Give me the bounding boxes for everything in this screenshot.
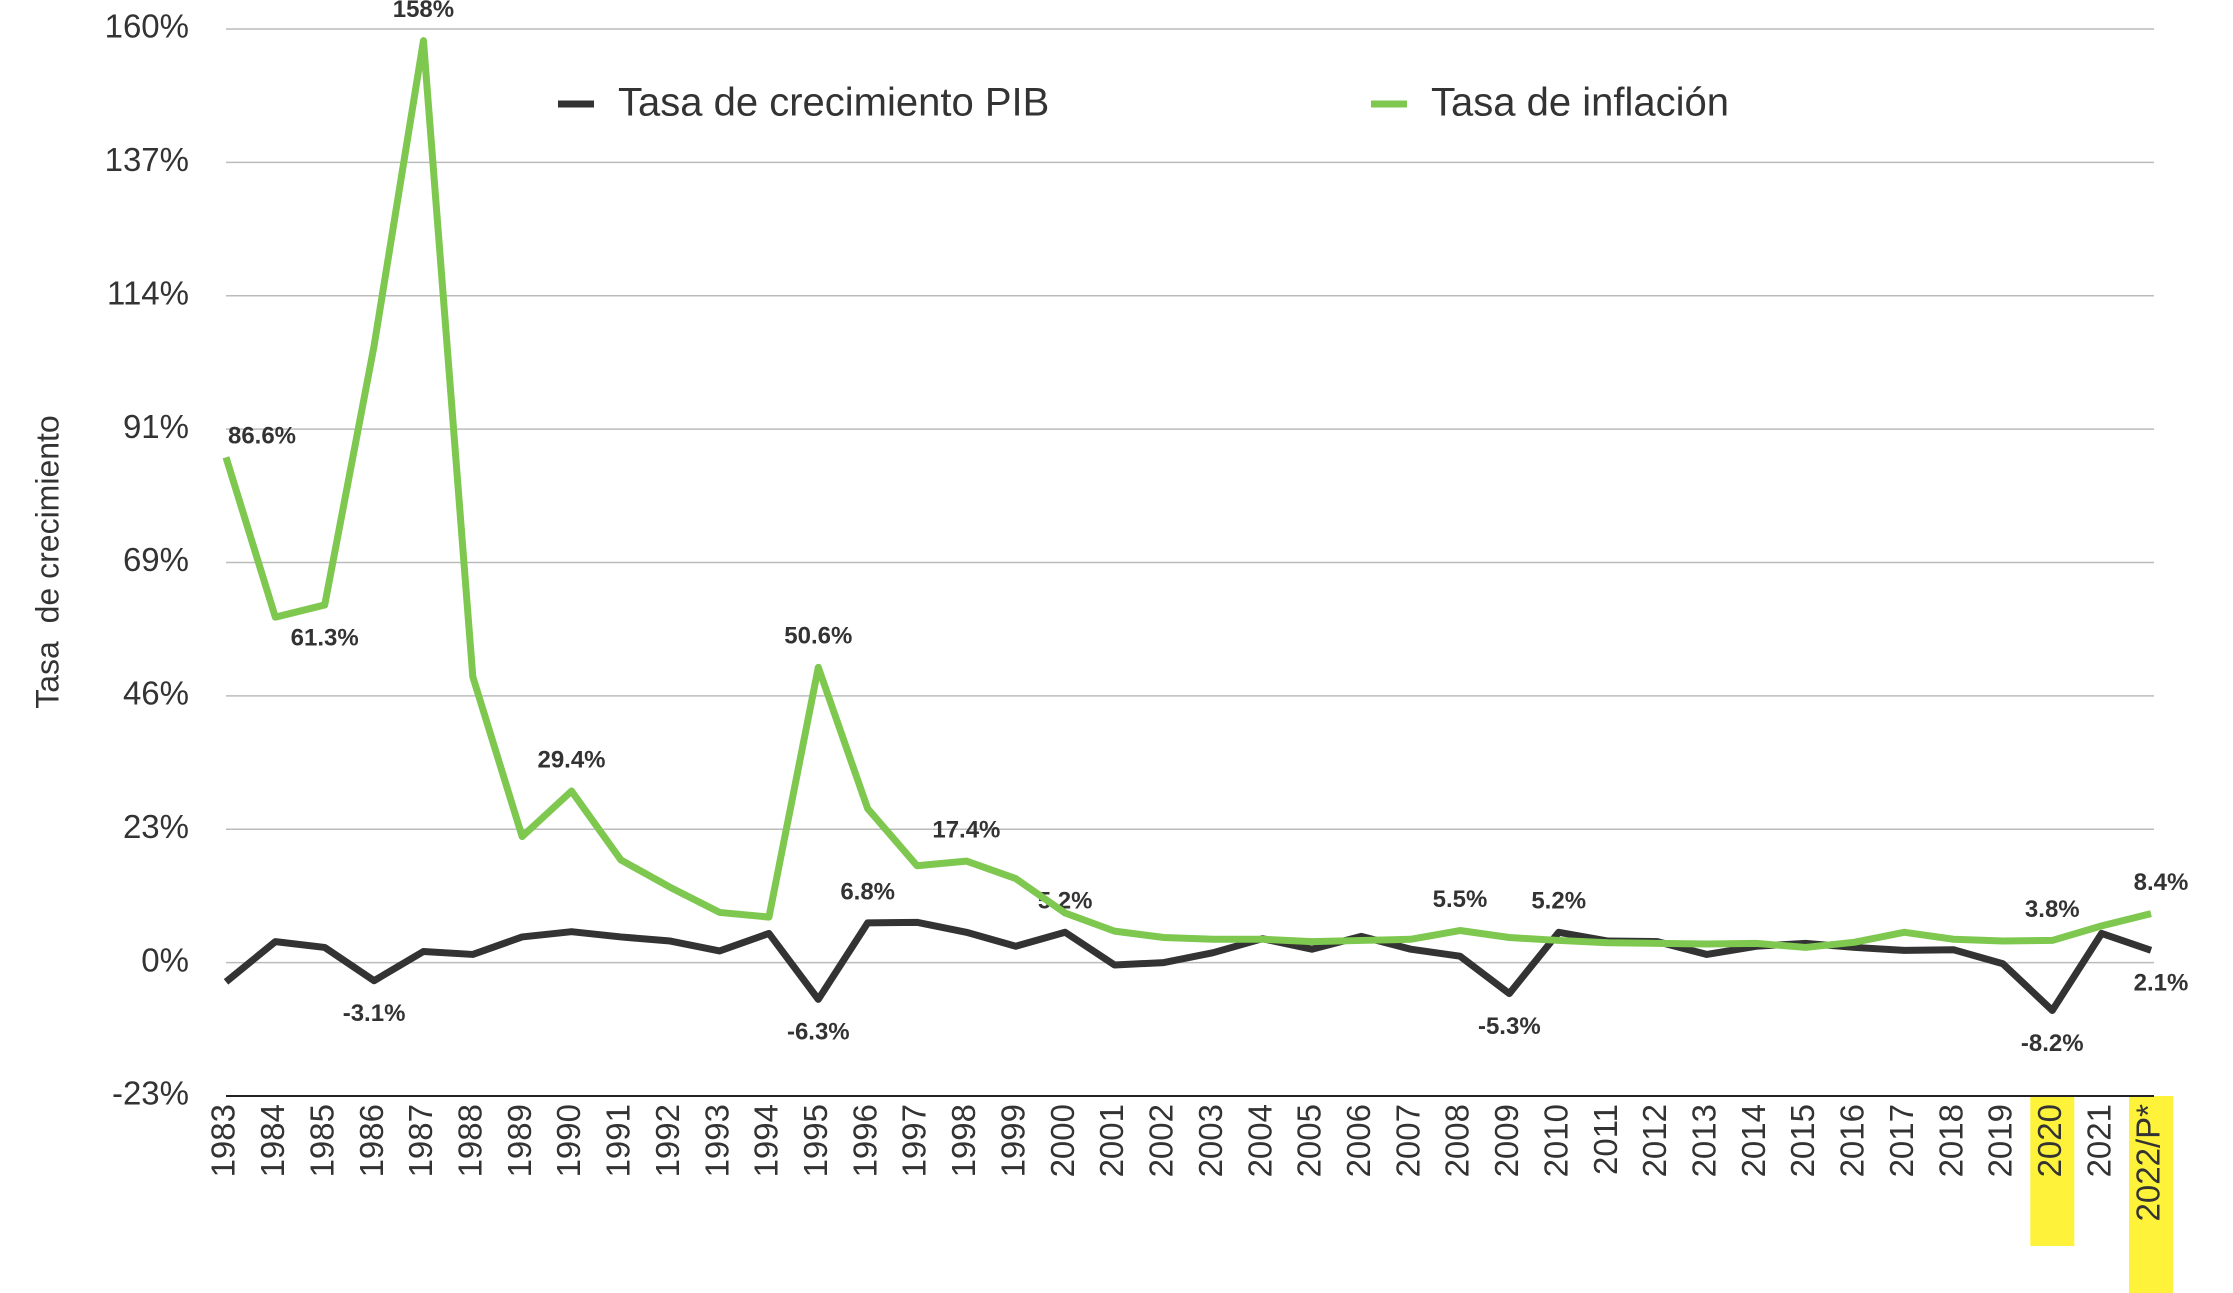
x-tick-label: 1990	[550, 1104, 587, 1177]
data-label: 8.4%	[2134, 869, 2189, 896]
category-highlight	[2030, 1096, 2075, 1246]
series-line	[222, 37, 2152, 951]
data-label: 3.8%	[2025, 896, 2080, 923]
x-tick-label: 1998	[945, 1104, 982, 1177]
x-tick-label: 2008	[1439, 1104, 1476, 1177]
data-label: 5.2%	[1531, 888, 1586, 915]
x-tick-label: 2018	[1932, 1104, 1969, 1177]
x-tick-label: 2019	[1982, 1104, 2019, 1177]
legend-label: Tasa de inflación	[1431, 81, 1729, 125]
y-tick-label: 0%	[141, 941, 189, 978]
data-label: 158%	[393, 0, 454, 23]
legend-label: Tasa de crecimiento PIB	[618, 81, 1049, 125]
x-tick-label: 2013	[1685, 1104, 1722, 1177]
x-tick-label: 2011	[1587, 1104, 1624, 1175]
x-tick-label: 1991	[600, 1104, 637, 1177]
data-label: 50.6%	[784, 623, 852, 650]
x-tick-label: 1987	[402, 1104, 439, 1177]
y-tick-label: -23%	[112, 1075, 189, 1112]
data-label: 86.6%	[228, 423, 296, 450]
x-tick-label: 2010	[1537, 1104, 1574, 1177]
x-tick-label: 1983	[205, 1104, 242, 1177]
y-tick-label: 69%	[123, 541, 189, 578]
data-label: -6.3%	[787, 1019, 850, 1046]
x-tick-label: 1993	[698, 1104, 735, 1177]
x-tick-label: 2015	[1784, 1104, 1821, 1177]
x-tick-label: 1985	[303, 1104, 340, 1177]
x-tick-label: 2000	[1044, 1104, 1081, 1177]
x-tick-label: 1997	[896, 1104, 933, 1177]
x-tick-label: 2021	[2080, 1104, 2117, 1177]
x-tick-label: 1992	[649, 1104, 686, 1177]
y-tick-label: 137%	[105, 141, 189, 178]
data-label: -5.3%	[1478, 1013, 1541, 1040]
x-tick-label: 2017	[1883, 1104, 1920, 1177]
x-tick-label: 2002	[1143, 1104, 1180, 1177]
x-tick-label: 2007	[1389, 1104, 1426, 1177]
x-tick-label: 1996	[846, 1104, 883, 1177]
x-tick-label: 2014	[1735, 1104, 1772, 1177]
data-label: 5.5%	[1433, 886, 1488, 913]
data-label: 2.1%	[2134, 970, 2189, 997]
x-tick-label: 2004	[1241, 1104, 1278, 1177]
x-tick-label: 1995	[797, 1104, 834, 1177]
x-tick-label: 2022/P*	[2130, 1104, 2167, 1222]
x-tick-label: 2020	[2031, 1104, 2068, 1177]
y-tick-label: 91%	[123, 408, 189, 445]
data-label: 17.4%	[932, 816, 1000, 843]
data-label: 29.4%	[537, 746, 605, 773]
y-tick-label: 114%	[107, 274, 189, 311]
data-label: 61.3%	[291, 624, 359, 651]
x-tick-label: 1986	[353, 1104, 390, 1177]
x-tick-label: 2006	[1340, 1104, 1377, 1177]
y-tick-label: 160%	[105, 8, 189, 45]
x-tick-label: 1994	[748, 1104, 785, 1177]
y-axis-title: Tasa de crecimiento	[29, 415, 65, 708]
x-tick-label: 2003	[1192, 1104, 1229, 1177]
x-tick-label: 1989	[501, 1104, 538, 1177]
x-tick-label: 1988	[452, 1104, 489, 1177]
x-tick-label: 2016	[1834, 1104, 1871, 1177]
x-tick-label: 2005	[1291, 1104, 1328, 1177]
x-tick-label: 2009	[1488, 1104, 1525, 1177]
data-label: -3.1%	[343, 1000, 406, 1027]
x-tick-label: 2012	[1636, 1104, 1673, 1177]
y-tick-label: 46%	[123, 675, 189, 712]
x-tick-label: 1999	[994, 1104, 1031, 1177]
data-label: 6.8%	[840, 878, 895, 905]
category-highlight	[2129, 1096, 2173, 1293]
x-tick-label: 1984	[254, 1104, 291, 1177]
data-label: -8.2%	[2021, 1030, 2084, 1057]
y-tick-label: 23%	[123, 808, 189, 845]
x-tick-label: 2001	[1093, 1104, 1130, 1177]
